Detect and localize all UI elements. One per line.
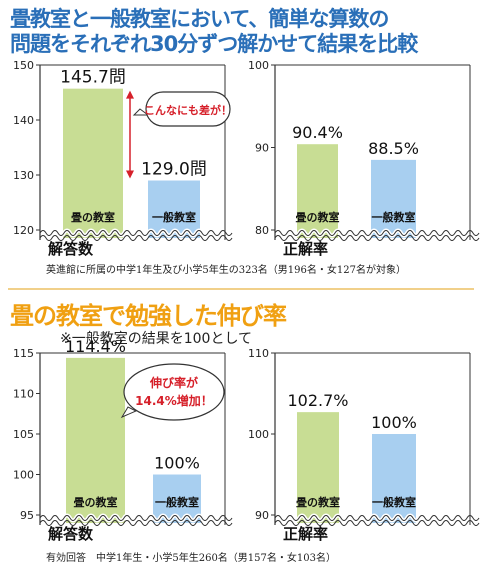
callout-tail bbox=[120, 406, 138, 419]
bar-general bbox=[372, 434, 416, 523]
axis-break bbox=[39, 515, 233, 521]
category-label: 畳の教室 bbox=[71, 210, 115, 224]
callout-tail bbox=[132, 108, 150, 116]
value-label: 88.5% bbox=[368, 139, 419, 158]
category-label: 一般教室 bbox=[152, 210, 196, 224]
chart-answers-growth: 114.4% 畳の教室 100% 一般教室 95 100 105 110 115 解答数 伸び率が 1… bbox=[13, 337, 234, 543]
y-tick-label: 100 bbox=[13, 469, 34, 482]
category-label: 一般教室 bbox=[155, 495, 199, 509]
axis-break-2 bbox=[39, 520, 233, 526]
y-tick-label: 110 bbox=[248, 347, 269, 360]
y-tick-label: 120 bbox=[13, 224, 34, 237]
axis-break-2 bbox=[274, 520, 480, 526]
y-tick-label: 150 bbox=[13, 59, 34, 72]
callout-text-line-2: 14.4%増加！ bbox=[135, 393, 213, 408]
bar-tatami bbox=[63, 88, 123, 239]
bar-tatami bbox=[66, 357, 125, 523]
y-tick-label: 95 bbox=[20, 509, 34, 522]
callout-bubble bbox=[145, 91, 231, 127]
bar-tatami bbox=[297, 412, 339, 523]
main-title-line-1: 畳教室と一般教室において、簡単な算数の bbox=[10, 7, 389, 31]
chart-correct-rate: 90.4% 畳の教室 88.5% 一般教室 80 90 100 正解率 bbox=[248, 59, 480, 258]
y-tick-label: 105 bbox=[13, 428, 34, 441]
category-label: 畳の教室 bbox=[74, 495, 118, 509]
category-label: 一般教室 bbox=[372, 210, 416, 224]
callout-text: こんなにも差が！ bbox=[144, 103, 232, 117]
x-axis-label: 正解率 bbox=[283, 525, 328, 543]
survey-note-top: 英進館に所属の中学1年生及び小学5年生の323名（男196名・女127名が対象） bbox=[46, 265, 406, 276]
bar-general bbox=[148, 180, 200, 238]
y-tick-label: 110 bbox=[13, 388, 34, 401]
x-axis-label: 解答数 bbox=[48, 240, 94, 258]
value-label: 114.4% bbox=[65, 337, 126, 356]
survey-note-bottom: 有効回答 中学1年生・小学5年生260名（男157名・女103名） bbox=[46, 553, 336, 564]
category-label: 畳の教室 bbox=[296, 495, 340, 509]
y-tick-label: 130 bbox=[13, 169, 34, 182]
arrow-head-down bbox=[126, 170, 134, 179]
y-tick-label: 140 bbox=[13, 114, 34, 127]
y-tick-label: 90 bbox=[255, 509, 269, 522]
main-title-line-2: 問題をそれぞれ30分ずつ解かせて結果を比較 bbox=[10, 32, 418, 56]
value-label: 102.7% bbox=[287, 391, 348, 410]
chart-correct-growth: 102.7% 畳の教室 100% 一般教室 90 100 110 正解率 bbox=[248, 347, 480, 543]
value-label: 90.4% bbox=[292, 123, 343, 142]
y-tick-label: 80 bbox=[255, 224, 269, 237]
category-label: 畳の教室 bbox=[296, 210, 340, 224]
axis-break bbox=[39, 230, 233, 236]
section-divider bbox=[8, 288, 474, 290]
value-label: 100% bbox=[371, 413, 417, 432]
axis-break-2 bbox=[274, 235, 480, 241]
y-tick-label: 115 bbox=[13, 347, 34, 360]
axis-break-2 bbox=[39, 235, 233, 241]
growth-rate-subtitle: ※一般教室の結果を100として bbox=[60, 331, 253, 347]
y-tick-label: 100 bbox=[248, 428, 269, 441]
axis-break bbox=[274, 230, 480, 236]
category-label: 一般教室 bbox=[372, 495, 416, 509]
value-label: 100% bbox=[154, 454, 200, 473]
growth-rate-title: 畳の教室で勉強した伸び率 bbox=[10, 302, 287, 330]
axis-break bbox=[274, 515, 480, 521]
x-axis-label: 解答数 bbox=[48, 525, 94, 543]
y-tick-label: 100 bbox=[248, 59, 269, 72]
value-label: 129.0問 bbox=[141, 160, 207, 180]
bar-tatami bbox=[297, 144, 338, 238]
x-axis-label: 正解率 bbox=[283, 240, 328, 258]
callout-bubble bbox=[123, 363, 225, 421]
bar-general bbox=[371, 159, 416, 238]
arrow-head-up bbox=[126, 90, 134, 99]
value-label: 145.7問 bbox=[60, 68, 126, 88]
y-tick-label: 90 bbox=[255, 142, 269, 155]
callout-text-line-1: 伸び率が bbox=[149, 375, 198, 390]
